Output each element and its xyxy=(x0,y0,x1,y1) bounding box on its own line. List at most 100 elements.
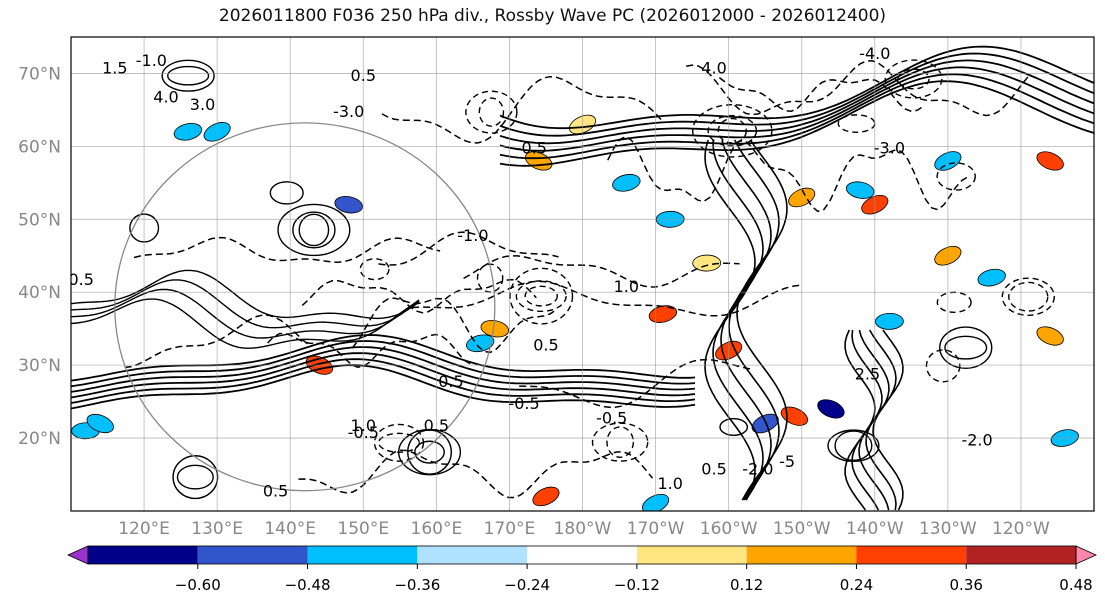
contour-label: -0.5 xyxy=(516,139,547,158)
lon-label: 170°E xyxy=(484,519,536,539)
divergence-shading xyxy=(334,196,363,214)
negative-contour xyxy=(373,423,425,462)
negative-contour xyxy=(509,267,574,325)
negative-contour xyxy=(1008,281,1049,312)
negative-contour xyxy=(936,162,976,191)
negative-contour xyxy=(607,135,969,213)
negative-contour xyxy=(478,97,505,127)
map-title: 2026011800 F036 250 hPa div., Rossby Wav… xyxy=(218,6,887,26)
lat-label: 70°N xyxy=(18,64,61,84)
rossby-wave-circle xyxy=(114,122,496,492)
positive-contour xyxy=(720,139,772,501)
colorbar-tick-label: 0.48 xyxy=(1059,576,1092,594)
negative-contour xyxy=(718,77,924,113)
contour-label: 1.5 xyxy=(102,58,127,77)
contour-label: 0.5 xyxy=(424,416,449,435)
positive-contour xyxy=(827,429,880,463)
divergence-shading xyxy=(692,254,722,272)
negative-contour xyxy=(1001,277,1056,316)
positive-contour xyxy=(277,203,351,257)
contour-label: 0.5 xyxy=(701,460,726,479)
contour-label: 1.0 xyxy=(351,416,376,435)
contour-label: -3.0 xyxy=(874,139,905,158)
positive-contour xyxy=(269,181,304,205)
colorbar-segment xyxy=(527,546,637,564)
colorbar-tick-label: −0.24 xyxy=(504,576,550,594)
lat-label: 30°N xyxy=(18,356,61,376)
contour-label: -5 xyxy=(779,452,795,471)
divergence-shading xyxy=(612,174,641,192)
contour-label: 1.0 xyxy=(657,474,682,493)
colorbar-segment xyxy=(966,546,1076,564)
negative-contour xyxy=(707,114,758,147)
colorbar-segment xyxy=(636,546,747,564)
lon-label: 130°W xyxy=(919,519,977,539)
lon-label: 160°W xyxy=(700,519,758,539)
lon-label: 140°E xyxy=(264,519,316,539)
negative-contour xyxy=(378,432,421,453)
positive-contour xyxy=(499,45,1094,130)
contour-label: 0.5 xyxy=(263,481,288,500)
colorbar-extend-high xyxy=(1075,545,1097,565)
contour-label: 0.5 xyxy=(533,336,558,355)
contour-label: -0.5 xyxy=(348,423,379,442)
positive-contour xyxy=(161,59,215,92)
lon-label: 180°W xyxy=(554,519,612,539)
negative-contour xyxy=(606,426,635,459)
positive-contour xyxy=(844,329,876,511)
lon-label: 170°W xyxy=(627,519,685,539)
contour-label: -0.5 xyxy=(63,270,94,289)
divergence-shading xyxy=(86,413,114,434)
divergence-shading xyxy=(817,399,845,419)
negative-contour xyxy=(897,68,930,90)
divergence-shading xyxy=(480,319,510,338)
contour-label: -2.0 xyxy=(742,460,773,479)
colorbar-segment xyxy=(746,546,857,564)
lat-label: 60°N xyxy=(18,137,61,157)
positive-contour xyxy=(71,279,420,329)
negative-contour xyxy=(381,75,665,144)
negative-contour xyxy=(691,103,773,158)
positive-contour xyxy=(71,334,696,382)
negative-contour xyxy=(837,114,876,133)
contour-label: 0.5 xyxy=(351,66,376,85)
positive-contour xyxy=(71,352,696,399)
negative-contour xyxy=(301,278,537,314)
negative-contour xyxy=(298,449,654,499)
negative-contour xyxy=(267,332,472,368)
positive-contour xyxy=(298,213,330,247)
positive-contour xyxy=(834,430,873,462)
contour-label: -1.0 xyxy=(136,51,167,70)
colorbar-segment xyxy=(307,546,418,564)
positive-contour xyxy=(71,288,420,339)
positive-contour xyxy=(71,364,696,410)
positive-contour xyxy=(499,66,1094,152)
colorbar-tick-label: −0.36 xyxy=(394,576,440,594)
positive-contour xyxy=(499,52,1094,137)
contour-label: -4.0 xyxy=(859,44,890,63)
colorbar-frame xyxy=(87,545,1077,565)
contour-label: -0.5 xyxy=(508,394,539,413)
divergence-shading xyxy=(1036,326,1064,346)
positive-contour xyxy=(872,329,904,511)
lon-label: 160°E xyxy=(411,519,463,539)
colorbar-tick-label: 0.36 xyxy=(950,576,983,594)
colorbar-tick-label: −0.12 xyxy=(614,576,660,594)
colorbar-segment xyxy=(197,546,308,564)
contour-label: 0.5 xyxy=(438,372,463,391)
negative-contour xyxy=(717,117,747,144)
lon-label: 130°E xyxy=(191,519,243,539)
positive-contour xyxy=(71,340,696,388)
contour-label: 2.5 xyxy=(855,365,880,384)
divergence-shading xyxy=(1036,151,1064,171)
positive-contour xyxy=(851,329,883,511)
contour-label: 3.0 xyxy=(190,95,215,114)
contour-label: -1.0 xyxy=(26,168,57,187)
contour-label: -0.5 xyxy=(596,408,627,427)
positive-contour xyxy=(944,335,988,360)
lat-label: 50°N xyxy=(18,210,61,230)
negative-contour xyxy=(412,280,803,317)
lon-label: 120°W xyxy=(992,519,1050,539)
positive-contour xyxy=(71,358,696,404)
